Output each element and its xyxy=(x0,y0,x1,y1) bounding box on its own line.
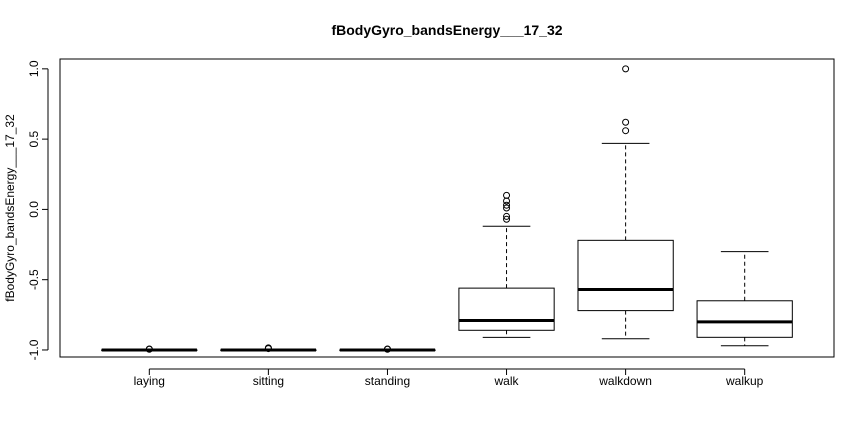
y-axis-label: fBodyGyro_bandsEnergy___17_32 xyxy=(3,114,17,302)
y-axis: -1.0 -0.5 0.0 0.5 1.0 xyxy=(27,60,49,360)
outlier-point xyxy=(503,201,511,209)
x-tick-label: walk xyxy=(494,374,520,388)
box-iqr xyxy=(458,287,555,331)
outlier-point xyxy=(622,127,630,135)
box-walkdown xyxy=(577,65,674,340)
y-tick-label: -0.5 xyxy=(27,269,41,290)
box-iqr xyxy=(696,300,793,338)
box-walkup xyxy=(696,251,793,347)
box-walk xyxy=(458,191,555,338)
outlier-point xyxy=(622,118,630,126)
x-tick-label: standing xyxy=(365,374,410,388)
outlier-point xyxy=(383,345,391,353)
box-laying xyxy=(101,345,198,353)
chart-title: fBodyGyro_bandsEnergy___17_32 xyxy=(331,22,562,38)
outlier-point xyxy=(622,65,630,73)
outlier-point xyxy=(503,197,511,205)
boxes xyxy=(101,65,793,353)
y-tick-label: 0.5 xyxy=(27,130,41,147)
outlier-point xyxy=(503,204,511,212)
y-tick-label: 1.0 xyxy=(27,60,41,77)
x-tick-label: walkup xyxy=(725,374,764,388)
x-tick-label: laying xyxy=(134,374,165,388)
x-axis: laying sitting standing walk walkdown walkup xyxy=(134,368,764,388)
plot-frame xyxy=(59,58,835,358)
x-tick-label: walkdown xyxy=(598,374,652,388)
outlier-point xyxy=(145,345,153,353)
y-tick-label: -1.0 xyxy=(27,339,41,360)
outlier-point xyxy=(503,215,511,223)
outlier-point xyxy=(264,344,272,352)
box-standing xyxy=(339,345,436,353)
x-tick-label: sitting xyxy=(253,374,284,388)
y-tick-label: 0.0 xyxy=(27,201,41,218)
box-sitting xyxy=(220,344,317,353)
box-iqr xyxy=(577,239,674,312)
outlier-point xyxy=(503,191,511,199)
outlier-point xyxy=(503,212,511,220)
